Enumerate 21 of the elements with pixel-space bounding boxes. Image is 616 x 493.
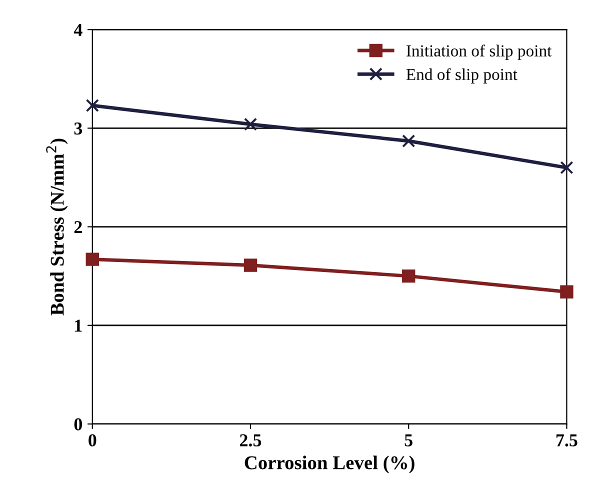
x-axis-title: Corrosion Level (%)	[244, 456, 414, 474]
y-axis-title: Bond Stress (N/mm$^{2}$)	[46, 138, 68, 316]
point	[86, 98, 99, 112]
y-tick-label: 4	[74, 24, 82, 36]
point	[402, 134, 416, 148]
x-tick-label: 2.5	[240, 434, 262, 446]
legend-label: End of slip point	[406, 68, 518, 84]
x-tick-label: 0	[88, 434, 96, 446]
y-tick-label: 1	[75, 320, 82, 332]
point	[402, 269, 416, 283]
y-tick-label: 0	[74, 418, 82, 430]
x-tick-label: 5	[404, 434, 412, 446]
point	[560, 285, 574, 298]
point	[86, 252, 99, 266]
point	[560, 161, 574, 174]
y-tick-label: 3	[74, 122, 82, 135]
point	[244, 118, 258, 131]
x-tick-label: 7.5	[556, 434, 578, 446]
legend-label: Initiation of slip point	[406, 44, 552, 60]
y-tick-label: 2	[74, 221, 82, 234]
point	[244, 258, 258, 272]
